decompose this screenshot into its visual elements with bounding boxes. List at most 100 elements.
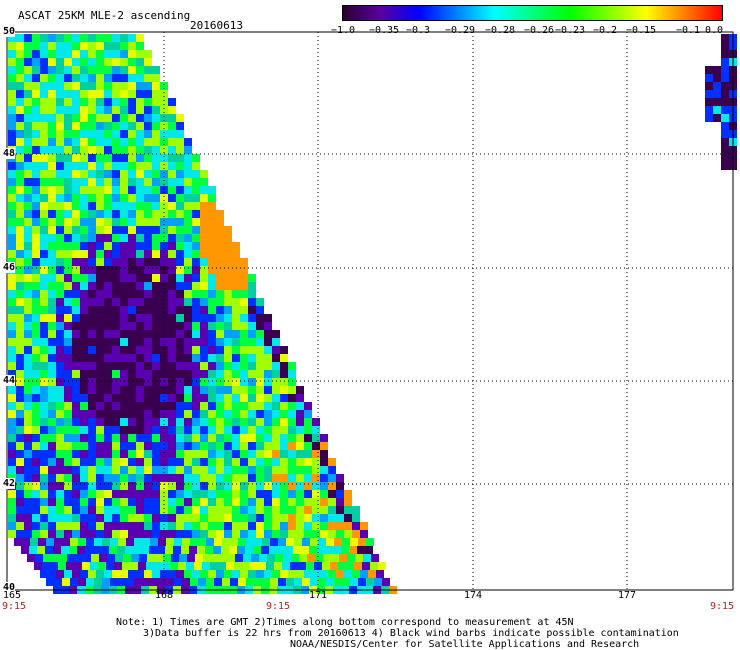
swath-cell [101, 546, 109, 554]
swath-cell [88, 346, 96, 354]
swath-cell [152, 426, 160, 434]
swath-cell [200, 330, 208, 338]
swath-cell [56, 514, 64, 522]
swath-cell [102, 578, 110, 586]
swath-cell [160, 378, 168, 386]
swath-cell [264, 530, 272, 538]
swath-cell [64, 218, 72, 226]
swath-cell [216, 386, 224, 394]
swath-cell [224, 434, 232, 442]
swath-cell [144, 298, 152, 306]
swath-cell [64, 338, 72, 346]
swath-cell [136, 98, 144, 106]
swath-cell [160, 202, 168, 210]
swath-cell [168, 482, 176, 490]
swath-cell [120, 418, 128, 426]
swath-cell [32, 42, 40, 50]
swath-cell [200, 386, 208, 394]
swath-cell [208, 570, 216, 578]
swath-cell [229, 546, 237, 554]
swath-cell [176, 114, 184, 122]
swath-cell [256, 338, 264, 346]
swath-cell [32, 378, 40, 386]
swath-cell [216, 426, 224, 434]
swath-cell [200, 202, 208, 210]
swath-cell [152, 530, 160, 538]
swath-cell [112, 426, 120, 434]
swath-cell [224, 418, 232, 426]
swath-cell [208, 442, 216, 450]
swath-cell [120, 450, 128, 458]
swath-cell [104, 346, 112, 354]
swath-cell [120, 290, 128, 298]
swath-cell [262, 578, 270, 586]
swath-cell [56, 210, 64, 218]
swath-cell [32, 138, 40, 146]
swath-cell [120, 74, 128, 82]
swath-cell [216, 370, 224, 378]
swath-cell [192, 370, 200, 378]
swath-cell [32, 186, 40, 194]
swath-cell [208, 210, 216, 218]
swath-cell [232, 402, 240, 410]
swath-cell [256, 490, 264, 498]
swath-cell [168, 202, 176, 210]
swath-cell [176, 170, 184, 178]
swath-cell [256, 394, 264, 402]
swath-cell [152, 330, 160, 338]
swath-cell [96, 122, 104, 130]
swath-cell [152, 194, 160, 202]
swath-cell [336, 474, 344, 482]
swath-cell [24, 242, 32, 250]
swath-cell [80, 466, 88, 474]
swath-cell [24, 498, 32, 506]
swath-cell [248, 570, 256, 578]
swath-cell [232, 306, 240, 314]
swath-cell [176, 434, 184, 442]
swath-cell [64, 442, 72, 450]
swath-cell [40, 498, 48, 506]
swath-cell [256, 530, 264, 538]
swath-cell [168, 250, 176, 258]
swath-cell [269, 546, 277, 554]
swath-cell [232, 266, 240, 274]
swath-cell [165, 546, 173, 554]
swath-cell [16, 306, 24, 314]
swath-cell [72, 306, 80, 314]
swath-cell [184, 226, 192, 234]
swath-cell [256, 410, 264, 418]
swath-cell [721, 74, 729, 82]
swath-cell [96, 114, 104, 122]
swath-cell [320, 434, 328, 442]
swath-cell [32, 434, 40, 442]
swath-cell [240, 370, 248, 378]
swath-cell [144, 274, 152, 282]
swath-cell [136, 386, 144, 394]
swath-cell [312, 530, 320, 538]
swath-cell [88, 146, 96, 154]
swath-cell [272, 482, 280, 490]
swath-cell [283, 554, 291, 562]
swath-cell [160, 98, 168, 106]
swath-cell [80, 370, 88, 378]
swath-cell [32, 410, 40, 418]
swath-cell [144, 306, 152, 314]
swath-cell [96, 218, 104, 226]
swath-cell [328, 458, 336, 466]
swath-cell [80, 418, 88, 426]
swath-cell [136, 146, 144, 154]
swath-cell [80, 194, 88, 202]
swath-cell [64, 458, 72, 466]
swath-cell [80, 178, 88, 186]
swath-cell [261, 546, 269, 554]
swath-cell [713, 82, 721, 90]
swath-cell [325, 546, 333, 554]
swath-cell [96, 202, 104, 210]
swath-cell [8, 250, 16, 258]
swath-cell [346, 562, 354, 570]
swath-cell [72, 74, 80, 82]
swath-cell [109, 546, 117, 554]
swath-cell [56, 42, 64, 50]
swath-cell [56, 474, 64, 482]
swath-cell [112, 82, 120, 90]
